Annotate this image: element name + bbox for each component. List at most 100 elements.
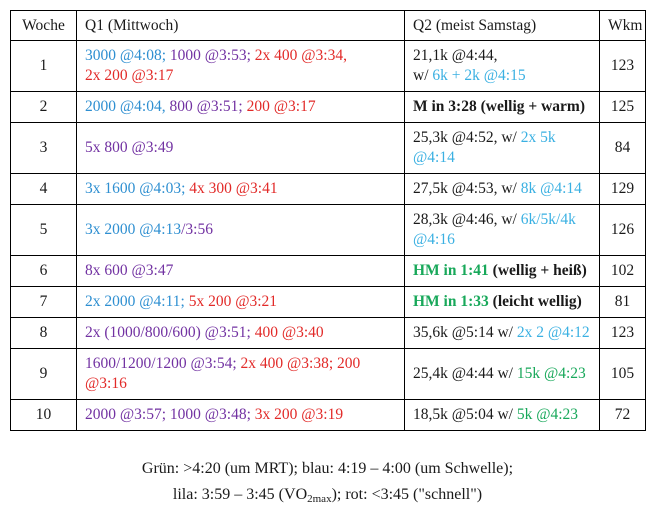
q2-workout-cell: HM in 1:33 (leicht wellig) <box>404 286 600 318</box>
table-row: 1 3000 @4:08; 1000 @3:53; 2x 400 @3:34, 2x… <box>10 40 646 92</box>
table-row: 3 5x 800 @3:49 25,3k @4:52, w/ 2x 5k @4:14… <box>10 122 646 174</box>
weekly-km-cell: 105 <box>599 348 646 400</box>
pace-legend: Grün: >4:20 (um MRT); blau: 4:19 – 4:00 … <box>10 456 645 512</box>
col-header-q2: Q2 (meist Samstag) <box>404 10 600 41</box>
legend-line-2: lila: 3:59 – 3:45 (VO2max); rot: <3:45 (… <box>10 482 645 512</box>
header-row: Woche Q1 (Mittwoch) Q2 (meist Samstag) W… <box>10 10 646 41</box>
table-row: 8 2x (1000/800/600) @3:51; 400 @3:40 35,6k… <box>10 317 646 349</box>
q1-workout-cell: 8x 600 @3:47 <box>76 255 405 287</box>
col-header-q1: Q1 (Mittwoch) <box>76 10 405 41</box>
text-segment: 2max <box>307 493 332 505</box>
q1-workout-cell: 5x 800 @3:49 <box>76 122 405 174</box>
table-row: 6 8x 600 @3:47 HM in 1:41 (wellig + heiß) 1… <box>10 255 646 287</box>
text-segment: (leicht wellig) <box>488 293 582 310</box>
week-cell: 6 <box>10 255 77 287</box>
table-row: 10 2000 @3:57; 1000 @3:48; 3x 200 @3:19 18… <box>10 399 646 431</box>
q1-workout-cell: 3x 2000 @4:13/3:56 <box>76 204 405 256</box>
text-segment: 2x 400 @3:38; <box>240 355 338 372</box>
table-body: 1 3000 @4:08; 1000 @3:53; 2x 400 @3:34, 2x… <box>10 40 646 431</box>
text-segment: 2x 400 @3:34, <box>254 47 347 64</box>
text-segment: 800 @3:51; <box>169 98 247 115</box>
table-row: 2 2000 @4:04, 800 @3:51; 200 @3:17 M in 3:… <box>10 91 646 123</box>
week-cell: 2 <box>10 91 77 123</box>
text-segment: 8x 600 @3:47 <box>85 262 174 279</box>
text-segment: 5x 200 @3:21 <box>188 293 278 310</box>
text-segment: 5k @4:23 <box>516 406 579 423</box>
weekly-km-cell: 123 <box>599 317 646 349</box>
weekly-km-cell: 81 <box>599 286 646 318</box>
q1-workout-cell: 1600/1200/1200 @3:54; 2x 400 @3:38; 200 … <box>76 348 405 400</box>
weekly-km-cell: 102 <box>599 255 646 287</box>
text-segment: 25,4k @4:44 w/ <box>413 365 517 382</box>
text-segment: ); rot: <3:45 ("schnell") <box>331 486 483 503</box>
q2-workout-cell: 25,4k @4:44 w/ 15k @4:23 <box>404 348 600 400</box>
text-segment: 5x 800 @3:49 <box>85 139 174 156</box>
text-segment: w/ <box>413 67 433 84</box>
text-segment: /3:56 <box>181 221 213 238</box>
text-segment: 2x 2 @4:12 <box>516 324 590 341</box>
text-segment: 3x 200 @3:19 <box>254 406 344 423</box>
text-segment: 2x (1000/800/600) @3:51; <box>85 324 255 341</box>
q2-workout-cell: 25,3k @4:52, w/ 2x 5k @4:14 <box>404 122 600 174</box>
text-segment: (wellig + heiß) <box>488 262 587 279</box>
text-segment: 3000 @4:08; <box>85 47 170 64</box>
col-header-wkm: Wkm <box>599 10 646 41</box>
weekly-km-cell: 129 <box>599 173 646 205</box>
text-segment: 2000 @3:57; <box>85 406 170 423</box>
text-segment: 8k @4:14 <box>520 180 582 197</box>
text-segment: 4x 300 @3:41 <box>189 180 278 197</box>
text-segment: 6k + 2k @4:15 <box>432 67 526 84</box>
weekly-km-cell: 84 <box>599 122 646 174</box>
q1-workout-cell: 2000 @3:57; 1000 @3:48; 3x 200 @3:19 <box>76 399 405 431</box>
text-segment: 6k/5k/4k @4:16 <box>413 211 576 248</box>
text-segment: 2x 5k @4:14 <box>413 129 556 166</box>
text-segment: 1000 @3:48; <box>169 406 255 423</box>
weekly-km-cell: 123 <box>599 40 646 92</box>
weekly-km-cell: 126 <box>599 204 646 256</box>
text-segment: 200 @3:17 <box>246 98 316 115</box>
text-segment: 18,5k @5:04 w/ <box>413 406 517 423</box>
week-cell: 3 <box>10 122 77 174</box>
q2-workout-cell: M in 3:28 (wellig + warm) <box>404 91 600 123</box>
q2-workout-cell: 27,5k @4:53, w/ 8k @4:14 <box>404 173 600 205</box>
training-plan-table: Woche Q1 (Mittwoch) Q2 (meist Samstag) W… <box>10 10 646 431</box>
week-cell: 1 <box>10 40 77 92</box>
text-segment: lila: 3:59 – 3:45 (VO <box>172 486 308 503</box>
text-segment: 15k @4:23 <box>516 365 586 382</box>
table-row: 4 3x 1600 @4:03; 4x 300 @3:41 27,5k @4:53,… <box>10 173 646 205</box>
text-segment: 35,6k @5:14 w/ <box>413 324 517 341</box>
text-segment: 1000 @3:53; <box>169 47 255 64</box>
q1-workout-cell: 2x 2000 @4:11; 5x 200 @3:21 <box>76 286 405 318</box>
q1-workout-cell: 2000 @4:04, 800 @3:51; 200 @3:17 <box>76 91 405 123</box>
text-segment: 3x 2000 @4:13 <box>85 221 182 238</box>
text-segment: M in 3:28 (wellig + warm) <box>413 98 585 115</box>
week-cell: 8 <box>10 317 77 349</box>
table-row: 5 3x 2000 @4:13/3:56 28,3k @4:46, w/ 6k/5k… <box>10 204 646 256</box>
week-cell: 4 <box>10 173 77 205</box>
text-segment: 28,3k @4:46, w/ <box>413 211 521 228</box>
q2-workout-cell: 21,1k @4:44, w/ 6k + 2k @4:15 <box>404 40 600 92</box>
text-segment: 2x 200 @3:17 <box>85 67 174 84</box>
text-segment: 400 @3:40 <box>254 324 324 341</box>
table-row: 9 1600/1200/1200 @3:54; 2x 400 @3:38; 200… <box>10 348 646 400</box>
text-segment: 2x 2000 @4:11; <box>85 293 189 310</box>
q2-workout-cell: 18,5k @5:04 w/ 5k @4:23 <box>404 399 600 431</box>
text-segment: 3x 1600 @4:03; <box>85 180 190 197</box>
legend-line-1: Grün: >4:20 (um MRT); blau: 4:19 – 4:00 … <box>141 460 514 477</box>
q2-workout-cell: 28,3k @4:46, w/ 6k/5k/4k @4:16 <box>404 204 600 256</box>
week-cell: 5 <box>10 204 77 256</box>
weekly-km-cell: 72 <box>599 399 646 431</box>
weekly-km-cell: 125 <box>599 91 646 123</box>
text-segment: 21,1k @4:44, <box>413 47 498 64</box>
q1-workout-cell: 3x 1600 @4:03; 4x 300 @3:41 <box>76 173 405 205</box>
col-header-woche: Woche <box>10 10 77 41</box>
week-cell: 10 <box>10 399 77 431</box>
week-cell: 9 <box>10 348 77 400</box>
q1-workout-cell: 2x (1000/800/600) @3:51; 400 @3:40 <box>76 317 405 349</box>
text-segment: 1600/1200/1200 @3:54; <box>85 355 241 372</box>
text-segment: HM in 1:33 <box>413 293 489 310</box>
week-cell: 7 <box>10 286 77 318</box>
text-segment: 25,3k @4:52, w/ <box>413 129 521 146</box>
q2-workout-cell: HM in 1:41 (wellig + heiß) <box>404 255 600 287</box>
